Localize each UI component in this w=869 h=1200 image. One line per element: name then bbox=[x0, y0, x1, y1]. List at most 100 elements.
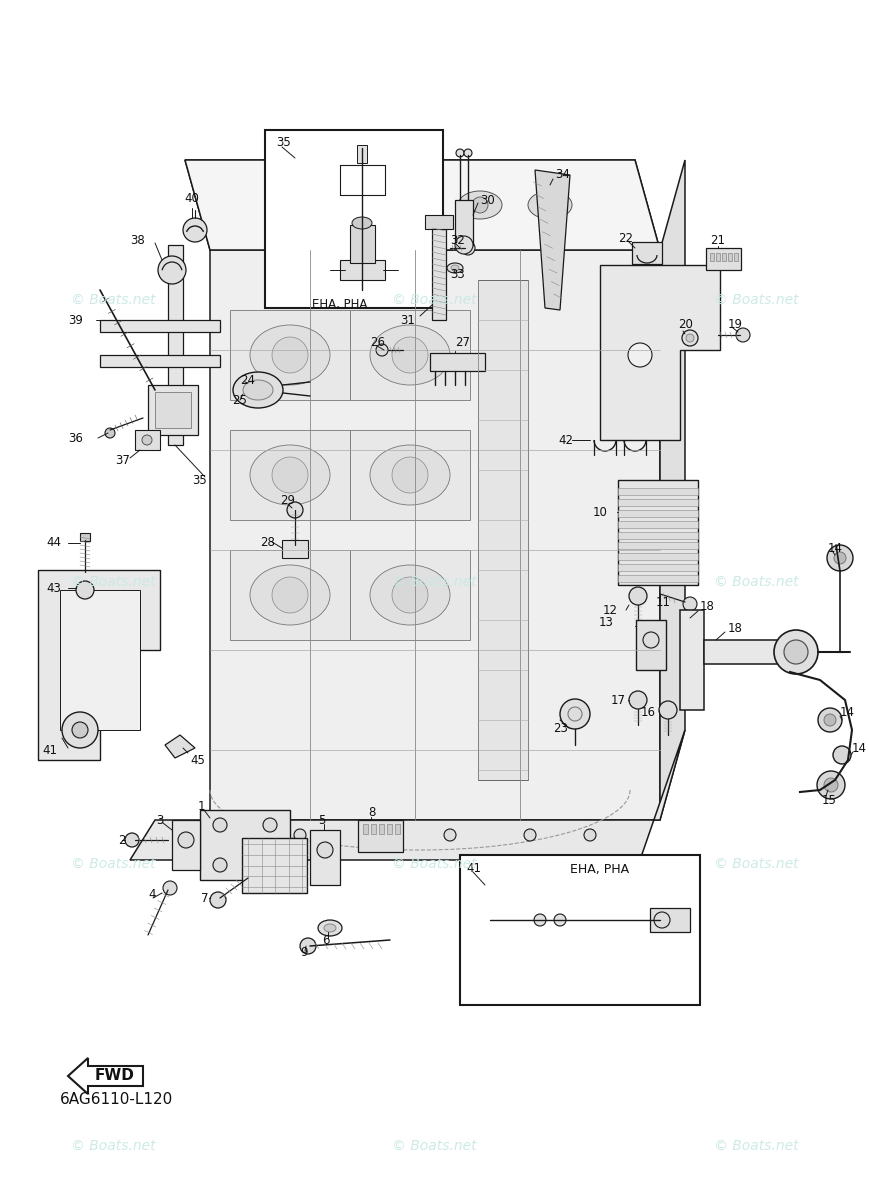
Circle shape bbox=[158, 256, 186, 284]
Bar bbox=[282, 540, 308, 558]
Circle shape bbox=[178, 832, 194, 848]
Bar bbox=[460, 854, 700, 1006]
Bar bbox=[704, 640, 789, 664]
Circle shape bbox=[213, 858, 227, 872]
Bar bbox=[100, 320, 220, 332]
Circle shape bbox=[263, 858, 277, 872]
Ellipse shape bbox=[243, 380, 273, 400]
Bar bbox=[100, 355, 220, 367]
Circle shape bbox=[72, 722, 88, 738]
Circle shape bbox=[263, 818, 277, 832]
Circle shape bbox=[827, 545, 853, 571]
Polygon shape bbox=[210, 250, 660, 820]
Text: © Boats.net: © Boats.net bbox=[70, 1139, 156, 1153]
Bar bbox=[618, 553, 698, 560]
Text: 32: 32 bbox=[450, 234, 465, 246]
Circle shape bbox=[542, 197, 558, 214]
Bar bbox=[618, 510, 698, 517]
Text: 12: 12 bbox=[603, 604, 618, 617]
Bar bbox=[135, 430, 160, 450]
Bar bbox=[618, 488, 698, 494]
Text: 38: 38 bbox=[130, 234, 145, 246]
Circle shape bbox=[629, 691, 647, 709]
Text: © Boats.net: © Boats.net bbox=[70, 293, 156, 307]
Circle shape bbox=[784, 640, 808, 664]
Bar bbox=[728, 253, 732, 260]
Bar bbox=[350, 550, 470, 640]
Ellipse shape bbox=[447, 263, 463, 272]
Polygon shape bbox=[130, 730, 685, 860]
Text: 6AG6110-L120: 6AG6110-L120 bbox=[60, 1092, 173, 1108]
Bar bbox=[618, 480, 698, 584]
Ellipse shape bbox=[233, 372, 283, 408]
Bar bbox=[363, 824, 368, 834]
Bar bbox=[618, 542, 698, 550]
Circle shape bbox=[682, 330, 698, 346]
Text: 23: 23 bbox=[554, 721, 568, 734]
Text: 2: 2 bbox=[118, 834, 125, 846]
Bar bbox=[618, 575, 698, 582]
Text: 18: 18 bbox=[700, 600, 715, 613]
Text: 21: 21 bbox=[711, 234, 726, 246]
Circle shape bbox=[628, 343, 652, 367]
Text: 15: 15 bbox=[822, 793, 837, 806]
Text: 41: 41 bbox=[466, 862, 481, 875]
Circle shape bbox=[629, 587, 647, 605]
Bar bbox=[379, 824, 384, 834]
Bar bbox=[618, 521, 698, 528]
Bar bbox=[387, 824, 392, 834]
Ellipse shape bbox=[451, 265, 459, 271]
Text: 18: 18 bbox=[728, 622, 743, 635]
Circle shape bbox=[736, 328, 750, 342]
Circle shape bbox=[210, 892, 226, 908]
Bar bbox=[734, 253, 738, 260]
Bar bbox=[242, 838, 307, 893]
Bar bbox=[636, 620, 666, 670]
Bar bbox=[618, 532, 698, 539]
Circle shape bbox=[376, 344, 388, 356]
Text: 28: 28 bbox=[260, 535, 275, 548]
Text: © Boats.net: © Boats.net bbox=[70, 857, 156, 871]
Bar bbox=[350, 226, 375, 263]
Text: 17: 17 bbox=[611, 694, 626, 707]
Circle shape bbox=[312, 197, 328, 214]
Text: © Boats.net: © Boats.net bbox=[392, 857, 477, 871]
Text: EHA, PHA: EHA, PHA bbox=[570, 864, 629, 876]
Text: 20: 20 bbox=[678, 318, 693, 331]
Ellipse shape bbox=[370, 565, 450, 625]
Text: 35: 35 bbox=[276, 136, 291, 149]
Text: EHA, PHA: EHA, PHA bbox=[312, 298, 368, 311]
Circle shape bbox=[824, 714, 836, 726]
Text: © Boats.net: © Boats.net bbox=[70, 575, 156, 589]
Text: 42: 42 bbox=[558, 433, 573, 446]
Text: 31: 31 bbox=[400, 313, 415, 326]
Circle shape bbox=[818, 708, 842, 732]
Bar bbox=[432, 220, 446, 320]
Bar bbox=[350, 430, 470, 520]
Text: 5: 5 bbox=[318, 814, 325, 827]
Text: 1: 1 bbox=[198, 799, 205, 812]
Circle shape bbox=[213, 818, 227, 832]
Ellipse shape bbox=[378, 191, 422, 218]
Polygon shape bbox=[600, 265, 720, 440]
Bar bbox=[200, 810, 290, 880]
Circle shape bbox=[300, 938, 316, 954]
Text: 34: 34 bbox=[555, 168, 570, 181]
Text: 39: 39 bbox=[68, 313, 83, 326]
Text: 14: 14 bbox=[828, 541, 843, 554]
Circle shape bbox=[287, 502, 303, 518]
Bar bbox=[155, 392, 191, 428]
Circle shape bbox=[686, 334, 694, 342]
Circle shape bbox=[834, 552, 846, 564]
Text: 6: 6 bbox=[322, 934, 329, 947]
Ellipse shape bbox=[528, 191, 572, 218]
Bar bbox=[395, 824, 400, 834]
Text: 25: 25 bbox=[232, 394, 247, 407]
Circle shape bbox=[560, 698, 590, 728]
Circle shape bbox=[183, 218, 207, 242]
Bar bbox=[172, 820, 200, 870]
Polygon shape bbox=[660, 160, 685, 820]
Ellipse shape bbox=[370, 445, 450, 505]
Text: 27: 27 bbox=[455, 336, 470, 349]
Circle shape bbox=[824, 778, 838, 792]
